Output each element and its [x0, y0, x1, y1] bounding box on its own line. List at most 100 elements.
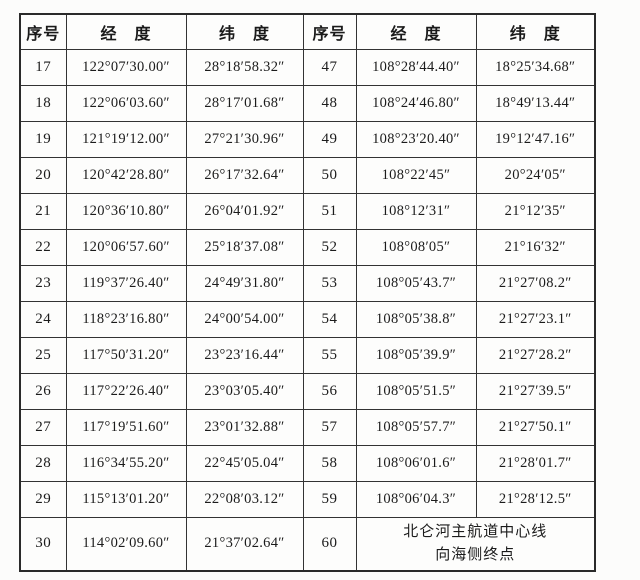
serial-cell: 49 — [302, 120, 357, 158]
latitude-cell: 21°27′39.5″ — [475, 372, 596, 410]
table-row: 22 120°06′57.60″ 25°18′37.08″ 52 108°08′05″ 2… — [19, 228, 596, 266]
longitude-cell: 120°06′57.60″ — [65, 228, 187, 266]
latitude-cell: 21°27′23.1″ — [475, 300, 596, 338]
serial-cell: 24 — [19, 300, 67, 338]
table-row: 24 118°23′16.80″ 24°00′54.00″ 54 108°05′38.8… — [19, 300, 596, 338]
latitude-cell: 21°27′50.1″ — [475, 408, 596, 446]
latitude-cell: 25°18′37.08″ — [185, 228, 304, 266]
longitude-cell: 108°08′05″ — [355, 228, 477, 266]
latitude-cell: 23°01′32.88″ — [185, 408, 304, 446]
serial-cell: 54 — [302, 300, 357, 338]
coordinate-table: 序号 经 度 纬 度 序号 经 度 纬 度 17 122°07′30.00″ 28°… — [19, 13, 596, 572]
longitude-cell: 108°06′01.6″ — [355, 444, 477, 482]
longitude-cell: 122°06′03.60″ — [65, 84, 187, 122]
longitude-cell: 116°34′55.20″ — [65, 444, 187, 482]
serial-cell: 55 — [302, 336, 357, 374]
merged-note-cell: 北仑河主航道中心线 向海侧终点 — [355, 516, 596, 572]
serial-cell: 20 — [19, 156, 67, 194]
latitude-cell: 28°17′01.68″ — [185, 84, 304, 122]
latitude-cell: 18°25′34.68″ — [475, 48, 596, 86]
serial-cell: 17 — [19, 48, 67, 86]
latitude-cell: 27°21′30.96″ — [185, 120, 304, 158]
table-row: 25 117°50′31.20″ 23°23′16.44″ 55 108°05′39.9… — [19, 336, 596, 374]
column-header-serial-right: 序号 — [302, 13, 357, 50]
serial-cell: 26 — [19, 372, 67, 410]
table-row: 23 119°37′26.40″ 24°49′31.80″ 53 108°05′43.7… — [19, 264, 596, 302]
serial-cell: 60 — [302, 516, 357, 572]
serial-cell: 25 — [19, 336, 67, 374]
longitude-cell: 117°50′31.20″ — [65, 336, 187, 374]
serial-cell: 27 — [19, 408, 67, 446]
latitude-cell: 21°37′02.64″ — [185, 516, 304, 572]
serial-cell: 57 — [302, 408, 357, 446]
serial-cell: 58 — [302, 444, 357, 482]
latitude-cell: 21°28′12.5″ — [475, 480, 596, 518]
longitude-cell: 122°07′30.00″ — [65, 48, 187, 86]
longitude-cell: 108°24′46.80″ — [355, 84, 477, 122]
latitude-cell: 18°49′13.44″ — [475, 84, 596, 122]
serial-cell: 23 — [19, 264, 67, 302]
table-row: 27 117°19′51.60″ 23°01′32.88″ 57 108°05′57.7… — [19, 408, 596, 446]
header-row: 序号 经 度 纬 度 序号 经 度 纬 度 — [19, 13, 596, 50]
column-header-serial-left: 序号 — [19, 13, 67, 50]
longitude-cell: 117°22′26.40″ — [65, 372, 187, 410]
serial-cell: 19 — [19, 120, 67, 158]
longitude-cell: 118°23′16.80″ — [65, 300, 187, 338]
note-line: 北仑河主航道中心线 — [403, 523, 548, 540]
table-row: 21 120°36′10.80″ 26°04′01.92″ 51 108°12′31″ 2… — [19, 192, 596, 230]
longitude-cell: 108°05′39.9″ — [355, 336, 477, 374]
table-row: 30 114°02′09.60″ 21°37′02.64″ 60 北仑河主航道中心线 向海… — [19, 516, 596, 572]
latitude-cell: 24°00′54.00″ — [185, 300, 304, 338]
longitude-cell: 120°42′28.80″ — [65, 156, 187, 194]
latitude-cell: 28°18′58.32″ — [185, 48, 304, 86]
serial-cell: 18 — [19, 84, 67, 122]
table-row: 18 122°06′03.60″ 28°17′01.68″ 48 108°24′46.8… — [19, 84, 596, 122]
serial-cell: 47 — [302, 48, 357, 86]
serial-cell: 51 — [302, 192, 357, 230]
latitude-cell: 26°17′32.64″ — [185, 156, 304, 194]
table-row: 29 115°13′01.20″ 22°08′03.12″ 59 108°06′04.3… — [19, 480, 596, 518]
longitude-cell: 115°13′01.20″ — [65, 480, 187, 518]
longitude-cell: 108°22′45″ — [355, 156, 477, 194]
table-row: 20 120°42′28.80″ 26°17′32.64″ 50 108°22′45″ 2… — [19, 156, 596, 194]
table-body: 17 122°07′30.00″ 28°18′58.32″ 47 108°28′44.4… — [19, 48, 596, 572]
longitude-cell: 108°05′43.7″ — [355, 264, 477, 302]
longitude-cell: 108°06′04.3″ — [355, 480, 477, 518]
serial-cell: 59 — [302, 480, 357, 518]
latitude-cell: 26°04′01.92″ — [185, 192, 304, 230]
column-header-latitude-left: 纬 度 — [185, 13, 304, 50]
latitude-cell: 22°45′05.04″ — [185, 444, 304, 482]
latitude-cell: 21°27′08.2″ — [475, 264, 596, 302]
serial-cell: 21 — [19, 192, 67, 230]
longitude-cell: 117°19′51.60″ — [65, 408, 187, 446]
table-row: 19 121°19′12.00″ 27°21′30.96″ 49 108°23′20.4… — [19, 120, 596, 158]
table-row: 28 116°34′55.20″ 22°45′05.04″ 58 108°06′01.6… — [19, 444, 596, 482]
serial-cell: 50 — [302, 156, 357, 194]
longitude-cell: 108°05′51.5″ — [355, 372, 477, 410]
serial-cell: 53 — [302, 264, 357, 302]
table-row: 17 122°07′30.00″ 28°18′58.32″ 47 108°28′44.4… — [19, 48, 596, 86]
longitude-cell: 108°23′20.40″ — [355, 120, 477, 158]
column-header-longitude-right: 经 度 — [355, 13, 477, 50]
column-header-latitude-right: 纬 度 — [475, 13, 596, 50]
latitude-cell: 21°16′32″ — [475, 228, 596, 266]
serial-cell: 56 — [302, 372, 357, 410]
latitude-cell: 20°24′05″ — [475, 156, 596, 194]
latitude-cell: 21°28′01.7″ — [475, 444, 596, 482]
longitude-cell: 108°12′31″ — [355, 192, 477, 230]
serial-cell: 22 — [19, 228, 67, 266]
longitude-cell: 114°02′09.60″ — [65, 516, 187, 572]
latitude-cell: 21°27′28.2″ — [475, 336, 596, 374]
longitude-cell: 108°05′38.8″ — [355, 300, 477, 338]
serial-cell: 48 — [302, 84, 357, 122]
table-row: 26 117°22′26.40″ 23°03′05.40″ 56 108°05′51.5… — [19, 372, 596, 410]
longitude-cell: 121°19′12.00″ — [65, 120, 187, 158]
longitude-cell: 108°28′44.40″ — [355, 48, 477, 86]
longitude-cell: 108°05′57.7″ — [355, 408, 477, 446]
longitude-cell: 120°36′10.80″ — [65, 192, 187, 230]
serial-cell: 52 — [302, 228, 357, 266]
latitude-cell: 24°49′31.80″ — [185, 264, 304, 302]
longitude-cell: 119°37′26.40″ — [65, 264, 187, 302]
latitude-cell: 19°12′47.16″ — [475, 120, 596, 158]
